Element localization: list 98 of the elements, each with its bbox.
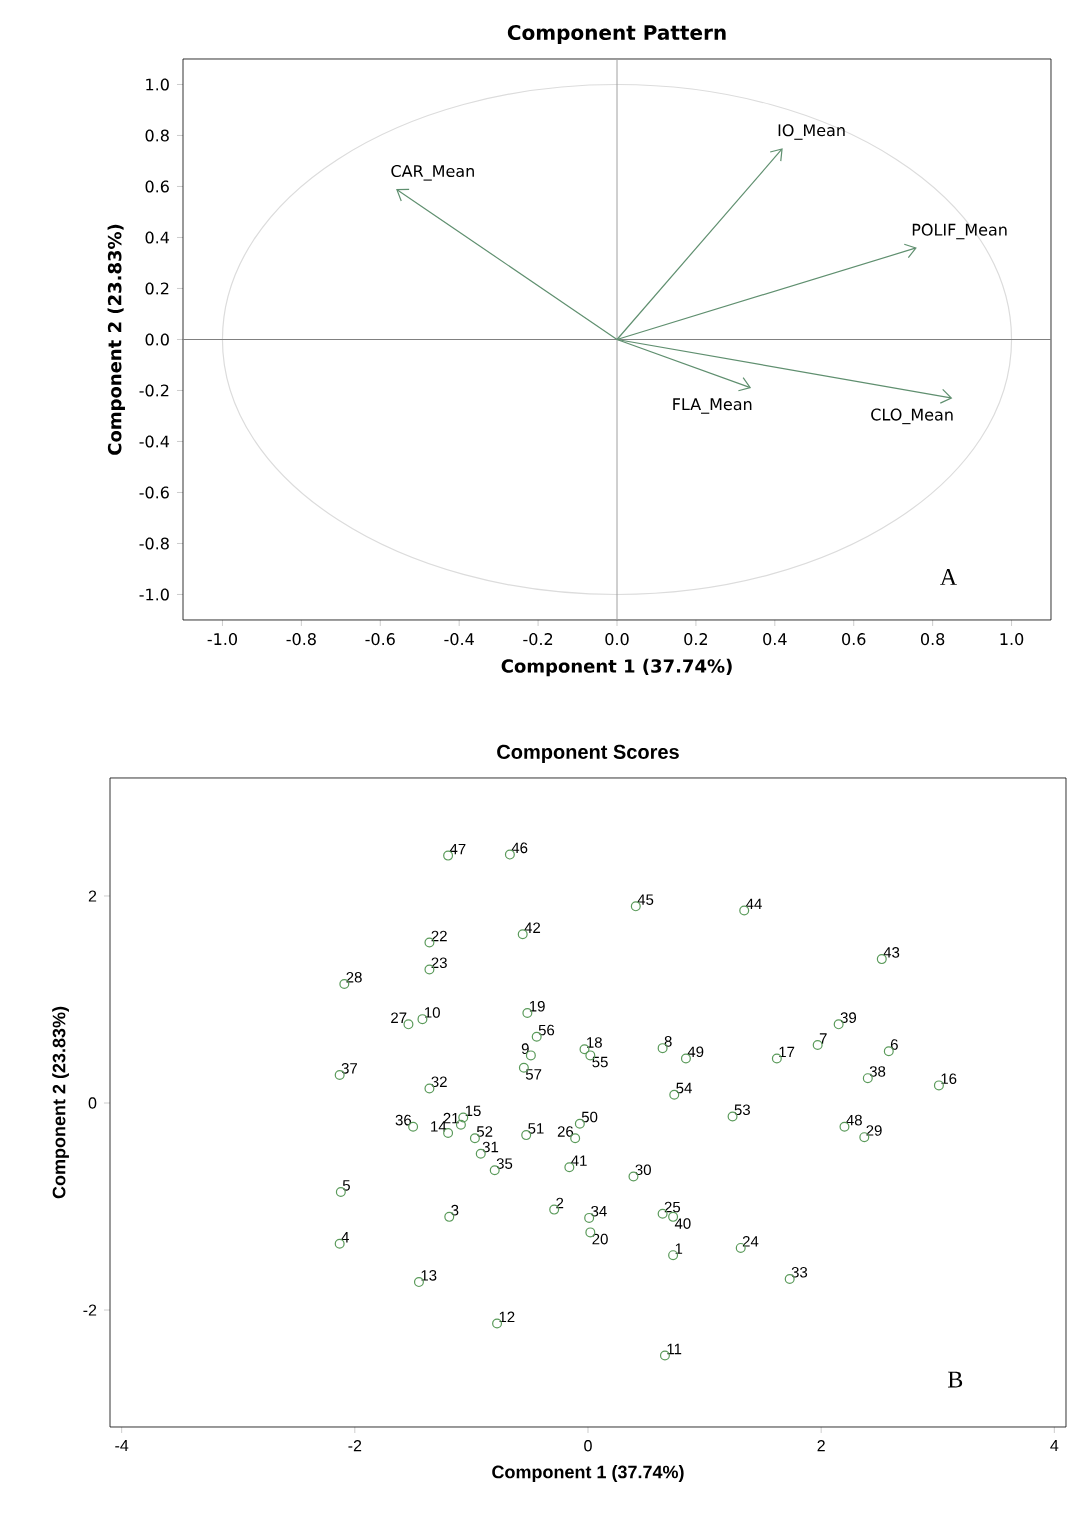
annotation: 16 — [941, 1073, 957, 1085]
annotation: 3 — [451, 1204, 459, 1216]
annotation: 29 — [866, 1125, 882, 1136]
annotation: 17 — [779, 1046, 795, 1058]
x-tick-label: -0.6 — [365, 633, 395, 646]
annotation: 27 — [391, 1012, 407, 1023]
x-tick-label: -1.0 — [207, 633, 238, 646]
annotation: 47 — [449, 843, 466, 855]
y-tick-label: -0.8 — [139, 537, 169, 550]
annotation: 42 — [524, 922, 541, 933]
x-tick-label: 0.0 — [605, 633, 629, 646]
annotation: 36 — [395, 1114, 412, 1126]
annotation: 48 — [846, 1114, 862, 1126]
chart-title: Component Scores — [497, 744, 679, 763]
annotation: 8 — [664, 1036, 672, 1047]
x-tick-label: -4 — [115, 1440, 129, 1452]
x-axis-title: Component 1 (37.74%) — [501, 658, 732, 677]
annotation: 24 — [742, 1236, 759, 1247]
annotation: 13 — [421, 1270, 437, 1281]
annotation: 15 — [465, 1105, 481, 1117]
annotation: 38 — [869, 1066, 886, 1077]
annotation: 31 — [482, 1141, 499, 1153]
x-tick-label: 0.2 — [684, 633, 708, 646]
annotation: CLO_Mean — [871, 408, 953, 425]
annotation: 55 — [592, 1056, 608, 1068]
x-tick-label: 0.4 — [763, 633, 787, 646]
annotation: 53 — [734, 1104, 750, 1116]
y-tick-label: -0.2 — [139, 384, 169, 397]
annotation: 40 — [674, 1218, 691, 1229]
annotation: 32 — [431, 1076, 447, 1088]
annotation: B — [948, 1371, 963, 1388]
x-tick-label: -0.8 — [286, 633, 316, 646]
annotation: 11 — [667, 1343, 682, 1355]
annotation: 5 — [342, 1180, 350, 1191]
x-tick-label: 0 — [584, 1440, 592, 1452]
y-tick-label: -1.0 — [139, 588, 169, 601]
annotation: 49 — [687, 1046, 704, 1058]
annotation: 4 — [341, 1232, 349, 1243]
annotation: CAR_Mean — [391, 164, 474, 181]
x-axis-title: Component 1 (37.74%) — [492, 1465, 684, 1482]
annotation: 2 — [556, 1197, 564, 1209]
annotation: 57 — [525, 1069, 542, 1080]
y-tick-label: 0.4 — [145, 231, 170, 244]
y-tick-label: 1.0 — [146, 78, 169, 91]
annotation: A — [940, 569, 957, 585]
annotation: 35 — [496, 1158, 513, 1169]
annotation: 33 — [791, 1266, 808, 1278]
annotation: IO_Mean — [778, 124, 845, 140]
annotation: FLA_Mean — [673, 398, 752, 414]
annotation: 44 — [745, 898, 762, 910]
y-tick-label: 0.0 — [145, 333, 169, 346]
x-tick-label: 4 — [1050, 1440, 1059, 1452]
y-tick-label: -0.4 — [139, 435, 170, 448]
annotation: POLIF_Mean — [912, 223, 1007, 240]
y-axis-title: Component 2 (23.83%) — [107, 224, 125, 455]
annotation: 46 — [511, 842, 528, 854]
annotation: 6 — [890, 1039, 898, 1050]
annotation: 7 — [819, 1033, 827, 1044]
annotation: 56 — [538, 1024, 555, 1036]
annotation: 22 — [431, 930, 447, 942]
annotation: 51 — [528, 1123, 544, 1134]
y-tick-label: 0.2 — [145, 282, 169, 295]
x-tick-label: -0.4 — [444, 633, 474, 646]
annotation: 12 — [499, 1311, 515, 1323]
annotation: 1 — [675, 1243, 683, 1254]
y-tick-label: 2 — [88, 890, 97, 902]
x-tick-label: -2 — [348, 1440, 362, 1452]
annotation: 34 — [591, 1205, 607, 1217]
annotation: 23 — [431, 957, 447, 969]
y-tick-label: 0 — [88, 1097, 97, 1109]
y-tick-label: -2 — [83, 1304, 97, 1316]
annotation: 54 — [676, 1082, 692, 1094]
annotation: 43 — [883, 947, 900, 958]
y-tick-label: 0.8 — [145, 129, 169, 142]
y-axis-title: Component 2 (23.83%) — [52, 1006, 69, 1199]
y-tick-label: 0.6 — [145, 180, 169, 193]
x-tick-label: 2 — [817, 1440, 825, 1452]
annotation: 45 — [637, 894, 654, 905]
annotation: 28 — [346, 971, 362, 983]
annotation: 18 — [587, 1037, 602, 1048]
annotation: 20 — [592, 1233, 608, 1245]
annotation: 26 — [557, 1126, 574, 1137]
annotation: 52 — [476, 1126, 493, 1137]
annotation: 37 — [341, 1063, 357, 1074]
y-tick-label: -0.6 — [139, 486, 169, 499]
annotation: 10 — [424, 1007, 440, 1018]
annotation: 9 — [521, 1043, 529, 1054]
chart-title: Component Pattern — [507, 24, 726, 44]
x-tick-label: -0.2 — [523, 633, 553, 646]
annotation: 25 — [664, 1201, 681, 1213]
annotation: 30 — [635, 1164, 651, 1176]
annotation: 39 — [840, 1012, 857, 1023]
x-tick-label: 1.0 — [1000, 633, 1024, 646]
annotation: 19 — [529, 1000, 545, 1012]
x-tick-label: 0.8 — [920, 633, 945, 646]
x-tick-label: 0.6 — [842, 633, 866, 646]
annotation: 41 — [571, 1155, 587, 1166]
annotation: 50 — [581, 1111, 598, 1123]
